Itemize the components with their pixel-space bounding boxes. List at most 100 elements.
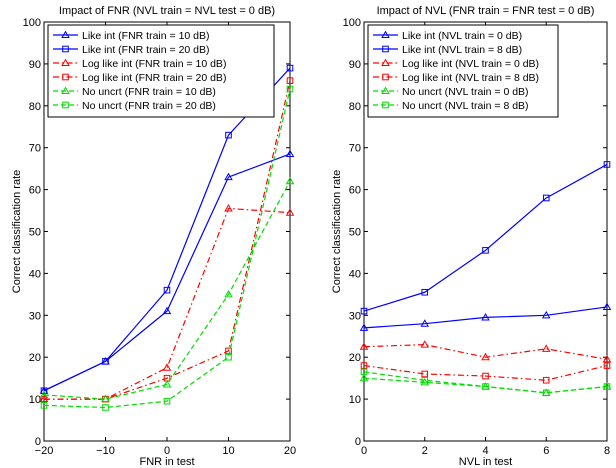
legend-label: No uncrt (NVL train = 0 dB) <box>402 86 529 98</box>
legend-marker <box>382 45 389 53</box>
data-point <box>102 358 109 365</box>
data-point <box>542 376 550 384</box>
data-point <box>40 387 48 395</box>
y-tick-label: 50 <box>29 227 41 239</box>
data-point <box>286 85 294 93</box>
data-point <box>541 310 551 319</box>
data-point <box>421 376 429 384</box>
data-point <box>40 402 48 409</box>
data-point <box>286 77 294 84</box>
series-line <box>363 371 608 394</box>
data-point <box>224 172 233 181</box>
data-point <box>482 247 489 254</box>
data-point <box>360 368 368 376</box>
x-tick-label: 6 <box>543 445 549 457</box>
series-line <box>43 180 291 400</box>
y-tick-label: 40 <box>29 268 41 280</box>
legend-marker <box>381 86 390 95</box>
legend-marker <box>61 58 70 67</box>
series-6 <box>360 368 611 397</box>
legend-marker <box>62 45 69 53</box>
legend-label: No uncrt (NVL train = 8 dB) <box>402 100 529 112</box>
series-line <box>363 163 608 312</box>
legend-marker <box>62 101 69 109</box>
legend-item: No uncrt (NVL train = 8 dB) <box>373 100 529 112</box>
data-point <box>224 204 233 212</box>
data-point <box>421 370 429 378</box>
data-point <box>225 131 232 139</box>
x-tick-label: 8 <box>604 445 610 457</box>
legend-item: Log like int (NVL train = 0 dB) <box>373 58 539 70</box>
series-2 <box>360 161 611 315</box>
data-point <box>482 383 489 390</box>
data-point <box>481 352 490 361</box>
data-point <box>163 286 171 294</box>
y-tick-label: 50 <box>349 227 361 239</box>
y-tick-label: 70 <box>349 143 361 155</box>
data-point <box>285 176 295 185</box>
series-1 <box>359 302 612 331</box>
data-point <box>420 340 430 348</box>
series-5 <box>39 176 295 403</box>
legend-marker <box>62 73 69 81</box>
data-point <box>285 208 295 216</box>
legend-marker <box>382 101 389 109</box>
x-tick-label: 20 <box>284 445 296 457</box>
data-point <box>102 404 109 411</box>
x-tick-label: −20 <box>35 445 54 457</box>
y-tick-label: 30 <box>349 310 361 322</box>
y-tick-label: 20 <box>349 352 361 364</box>
data-point <box>481 312 490 321</box>
chart-panel-2: Impact of NVL (FNR train = FNR test = 0 … <box>331 5 612 468</box>
legend-item: No uncrt (FNR train = 20 dB) <box>53 100 216 112</box>
data-point <box>359 373 369 382</box>
x-tick-label: 2 <box>422 445 428 457</box>
legend-item: No uncrt (FNR train = 10 dB) <box>53 86 216 98</box>
legend-marker <box>381 30 390 39</box>
data-point <box>162 380 172 388</box>
series-6 <box>40 85 294 411</box>
legend-label: Log like int (FNR train = 10 dB) <box>82 58 226 70</box>
data-point <box>40 395 48 403</box>
legend-marker <box>61 86 70 95</box>
data-point <box>163 397 171 405</box>
data-point <box>603 383 611 390</box>
legend-item: Log like int (NVL train = 8 dB) <box>373 72 539 84</box>
legend-label: Log like int (FNR train = 20 dB) <box>82 72 226 84</box>
data-point <box>286 64 294 72</box>
series-line <box>363 306 608 329</box>
series-line <box>363 344 608 360</box>
data-point <box>602 354 612 363</box>
legend-marker <box>381 58 390 67</box>
legend-label: No uncrt (FNR train = 20 dB) <box>82 100 216 112</box>
y-tick-label: 0 <box>355 436 361 448</box>
chart-panel-1: Impact of FNR (NVL train = NVL test = 0 … <box>11 5 296 468</box>
data-point <box>360 307 368 315</box>
chart-title: Impact of NVL (FNR train = FNR test = 0 … <box>377 5 595 17</box>
x-tick-label: 10 <box>222 445 234 457</box>
x-axis-label: NVL in test <box>459 456 512 468</box>
legend-box <box>47 24 275 118</box>
x-tick-label: 0 <box>361 445 367 457</box>
y-tick-label: 20 <box>29 352 41 364</box>
series-4 <box>360 362 611 384</box>
data-point <box>421 288 429 296</box>
data-point <box>101 394 110 403</box>
y-tick-label: 100 <box>23 17 41 29</box>
data-point <box>602 302 612 310</box>
y-tick-label: 100 <box>343 17 361 29</box>
y-axis-label: Correct classification rate <box>11 170 23 294</box>
x-axis-label: FNR in test <box>139 456 194 468</box>
chart-title: Impact of FNR (NVL train = NVL test = 0 … <box>59 5 275 17</box>
legend-label: No uncrt (FNR train = 10 dB) <box>82 86 216 98</box>
legend-label: Like int (FNR train = 20 dB) <box>82 44 210 56</box>
legend-item: Log like int (FNR train = 20 dB) <box>53 72 226 84</box>
legend: Like int (NVL train = 0 dB) Like int (NVL… <box>367 24 559 118</box>
legend-item: Like int (NVL train = 0 dB) <box>373 30 522 42</box>
data-point <box>162 306 172 315</box>
legend-marker <box>382 73 389 81</box>
legend-item: No uncrt (NVL train = 0 dB) <box>373 86 529 98</box>
legend-marker <box>61 30 70 39</box>
data-point <box>603 362 611 369</box>
